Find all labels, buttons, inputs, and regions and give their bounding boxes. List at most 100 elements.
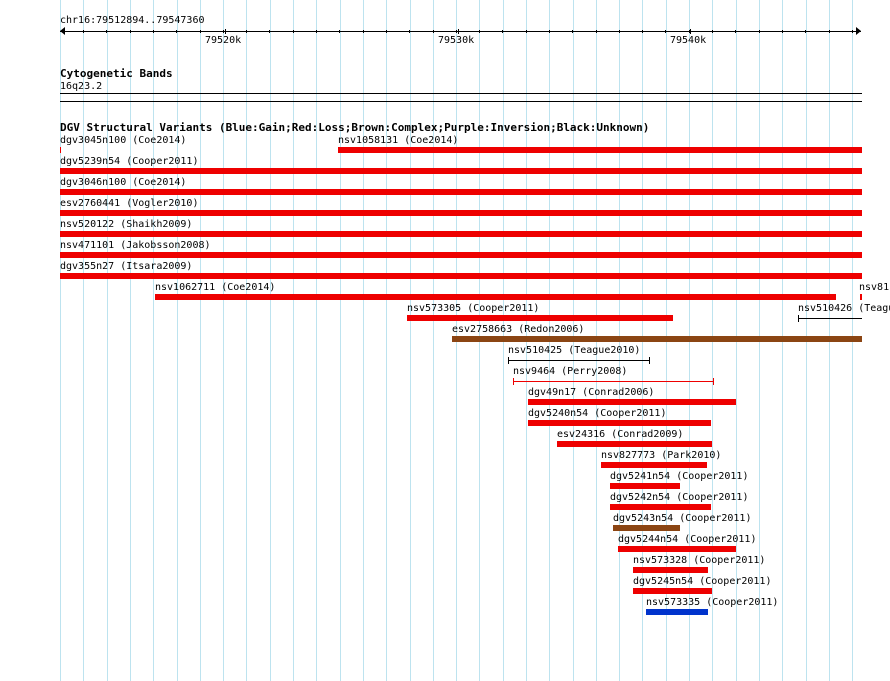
grid-line bbox=[107, 0, 108, 681]
grid-line bbox=[386, 0, 387, 681]
ruler-minor-tick bbox=[409, 30, 410, 33]
sv-feature-label[interactable]: nsv573328 (Cooper2011) bbox=[633, 555, 766, 566]
sv-feature-bar[interactable] bbox=[610, 504, 711, 510]
ruler-minor-tick bbox=[572, 30, 573, 33]
sv-feature-bar[interactable] bbox=[860, 294, 862, 300]
ruler-minor-tick bbox=[293, 30, 294, 33]
sv-feature-bar[interactable] bbox=[60, 168, 862, 174]
sv-feature-bar[interactable] bbox=[407, 315, 673, 321]
ruler-minor-tick bbox=[642, 30, 643, 33]
sv-feature-bar[interactable] bbox=[60, 147, 61, 153]
ruler-minor-tick bbox=[735, 30, 736, 33]
sv-feature-bar[interactable] bbox=[618, 546, 736, 552]
tick-label-79540k: 79540k bbox=[670, 35, 707, 46]
sv-feature-bar[interactable] bbox=[528, 399, 736, 405]
grid-line bbox=[130, 0, 131, 681]
sv-feature-label[interactable]: dgv5242n54 (Cooper2011) bbox=[610, 492, 749, 503]
grid-line bbox=[410, 0, 411, 681]
ruler-minor-tick bbox=[153, 30, 154, 33]
sv-feature-bar[interactable] bbox=[60, 231, 862, 237]
ruler-minor-tick bbox=[433, 30, 434, 33]
sv-feature-bar[interactable] bbox=[646, 609, 708, 615]
grid-line bbox=[83, 0, 84, 681]
sv-feature-endcap bbox=[513, 378, 514, 385]
ruler-major-tick bbox=[225, 29, 226, 34]
sv-feature-label[interactable]: esv24316 (Conrad2009) bbox=[557, 429, 684, 440]
ruler-minor-tick bbox=[246, 30, 247, 33]
grid-line bbox=[293, 0, 294, 681]
ruler-minor-tick bbox=[130, 30, 131, 33]
sv-feature-line[interactable] bbox=[508, 360, 649, 361]
ruler-minor-tick bbox=[852, 30, 853, 33]
grid-line bbox=[60, 0, 61, 681]
cytoband-label[interactable]: 16q23.2 bbox=[60, 81, 103, 92]
ruler-minor-tick bbox=[386, 30, 387, 33]
sv-feature-label[interactable]: dgv5240n54 (Cooper2011) bbox=[528, 408, 667, 419]
sv-feature-line[interactable] bbox=[798, 318, 862, 319]
sv-feature-label[interactable]: dgv49n17 (Conrad2006) bbox=[528, 387, 655, 398]
ruler-minor-tick bbox=[502, 30, 503, 33]
sv-feature-label[interactable]: dgv5245n54 (Cooper2011) bbox=[633, 576, 772, 587]
grid-line bbox=[433, 0, 434, 681]
grid-line bbox=[363, 0, 364, 681]
ruler-minor-tick bbox=[176, 30, 177, 33]
tick-label-79520k: 79520k bbox=[205, 35, 242, 46]
sv-feature-label[interactable]: nsv81 bbox=[859, 282, 890, 293]
sv-feature-bar[interactable] bbox=[528, 420, 711, 426]
ruler-line bbox=[60, 31, 861, 32]
sv-feature-bar[interactable] bbox=[60, 252, 862, 258]
sv-feature-label[interactable]: dgv5239n54 (Cooper2011) bbox=[60, 156, 199, 167]
sv-feature-label[interactable]: nsv827773 (Park2010) bbox=[601, 450, 722, 461]
ruler-minor-tick bbox=[83, 30, 84, 33]
cytoband-track-title: Cytogenetic Bands bbox=[60, 67, 173, 80]
sv-feature-label[interactable]: nsv9464 (Perry2008) bbox=[513, 366, 628, 377]
sv-feature-label[interactable]: nsv520122 (Shaikh2009) bbox=[60, 219, 193, 230]
sv-feature-bar[interactable] bbox=[610, 483, 680, 489]
sv-feature-label[interactable]: esv2758663 (Redon2006) bbox=[452, 324, 585, 335]
scroll-right-arrow-icon[interactable] bbox=[856, 27, 861, 35]
sv-feature-bar[interactable] bbox=[452, 336, 862, 342]
sv-feature-label[interactable]: nsv510425 (Teague2010) bbox=[508, 345, 641, 356]
sv-feature-line[interactable] bbox=[513, 381, 713, 382]
sv-feature-bar[interactable] bbox=[155, 294, 836, 300]
sv-feature-label[interactable]: dgv5243n54 (Cooper2011) bbox=[613, 513, 752, 524]
grid-line bbox=[340, 0, 341, 681]
sv-feature-bar[interactable] bbox=[60, 189, 862, 195]
sv-feature-label[interactable]: nsv1062711 (Coe2014) bbox=[155, 282, 276, 293]
ruler-minor-tick bbox=[316, 30, 317, 33]
sv-feature-label[interactable]: dgv355n27 (Itsara2009) bbox=[60, 261, 193, 272]
sv-feature-label[interactable]: dgv3045n100 (Coe2014) bbox=[60, 135, 187, 146]
sv-feature-label[interactable]: dgv5244n54 (Cooper2011) bbox=[618, 534, 757, 545]
sv-feature-label[interactable]: nsv1058131 (Coe2014) bbox=[338, 135, 459, 146]
ruler-minor-tick bbox=[712, 30, 713, 33]
sv-feature-bar[interactable] bbox=[613, 525, 680, 531]
sv-feature-endcap bbox=[649, 357, 650, 364]
sv-feature-label[interactable]: esv2760441 (Vogler2010) bbox=[60, 198, 199, 209]
sv-feature-bar[interactable] bbox=[557, 441, 712, 447]
ruler-minor-tick bbox=[759, 30, 760, 33]
sv-feature-bar[interactable] bbox=[601, 462, 707, 468]
sv-feature-bar[interactable] bbox=[633, 567, 708, 573]
sv-feature-label[interactable]: nsv573305 (Cooper2011) bbox=[407, 303, 540, 314]
ruler-minor-tick bbox=[829, 30, 830, 33]
sv-feature-label[interactable]: nsv573335 (Cooper2011) bbox=[646, 597, 779, 608]
cytoband-top-line bbox=[60, 93, 862, 94]
ruler-minor-tick bbox=[665, 30, 666, 33]
ruler-minor-tick bbox=[269, 30, 270, 33]
sv-feature-bar[interactable] bbox=[633, 588, 712, 594]
grid-line bbox=[246, 0, 247, 681]
sv-feature-label[interactable]: nsv471101 (Jakobsson2008) bbox=[60, 240, 211, 251]
sv-feature-bar[interactable] bbox=[338, 147, 862, 153]
sv-feature-endcap bbox=[798, 315, 799, 322]
ruler-major-tick bbox=[458, 29, 459, 34]
sv-feature-label[interactable]: nsv510426 (Teagu bbox=[798, 303, 890, 314]
sv-feature-bar[interactable] bbox=[60, 210, 862, 216]
region-label: chr16:79512894..79547360 bbox=[60, 15, 205, 26]
ruler-minor-tick bbox=[200, 30, 201, 33]
sv-feature-label[interactable]: dgv5241n54 (Cooper2011) bbox=[610, 471, 749, 482]
ruler-minor-tick bbox=[363, 30, 364, 33]
ruler-minor-tick bbox=[339, 30, 340, 33]
ruler-minor-tick bbox=[782, 30, 783, 33]
sv-feature-bar[interactable] bbox=[60, 273, 862, 279]
sv-feature-label[interactable]: dgv3046n100 (Coe2014) bbox=[60, 177, 187, 188]
